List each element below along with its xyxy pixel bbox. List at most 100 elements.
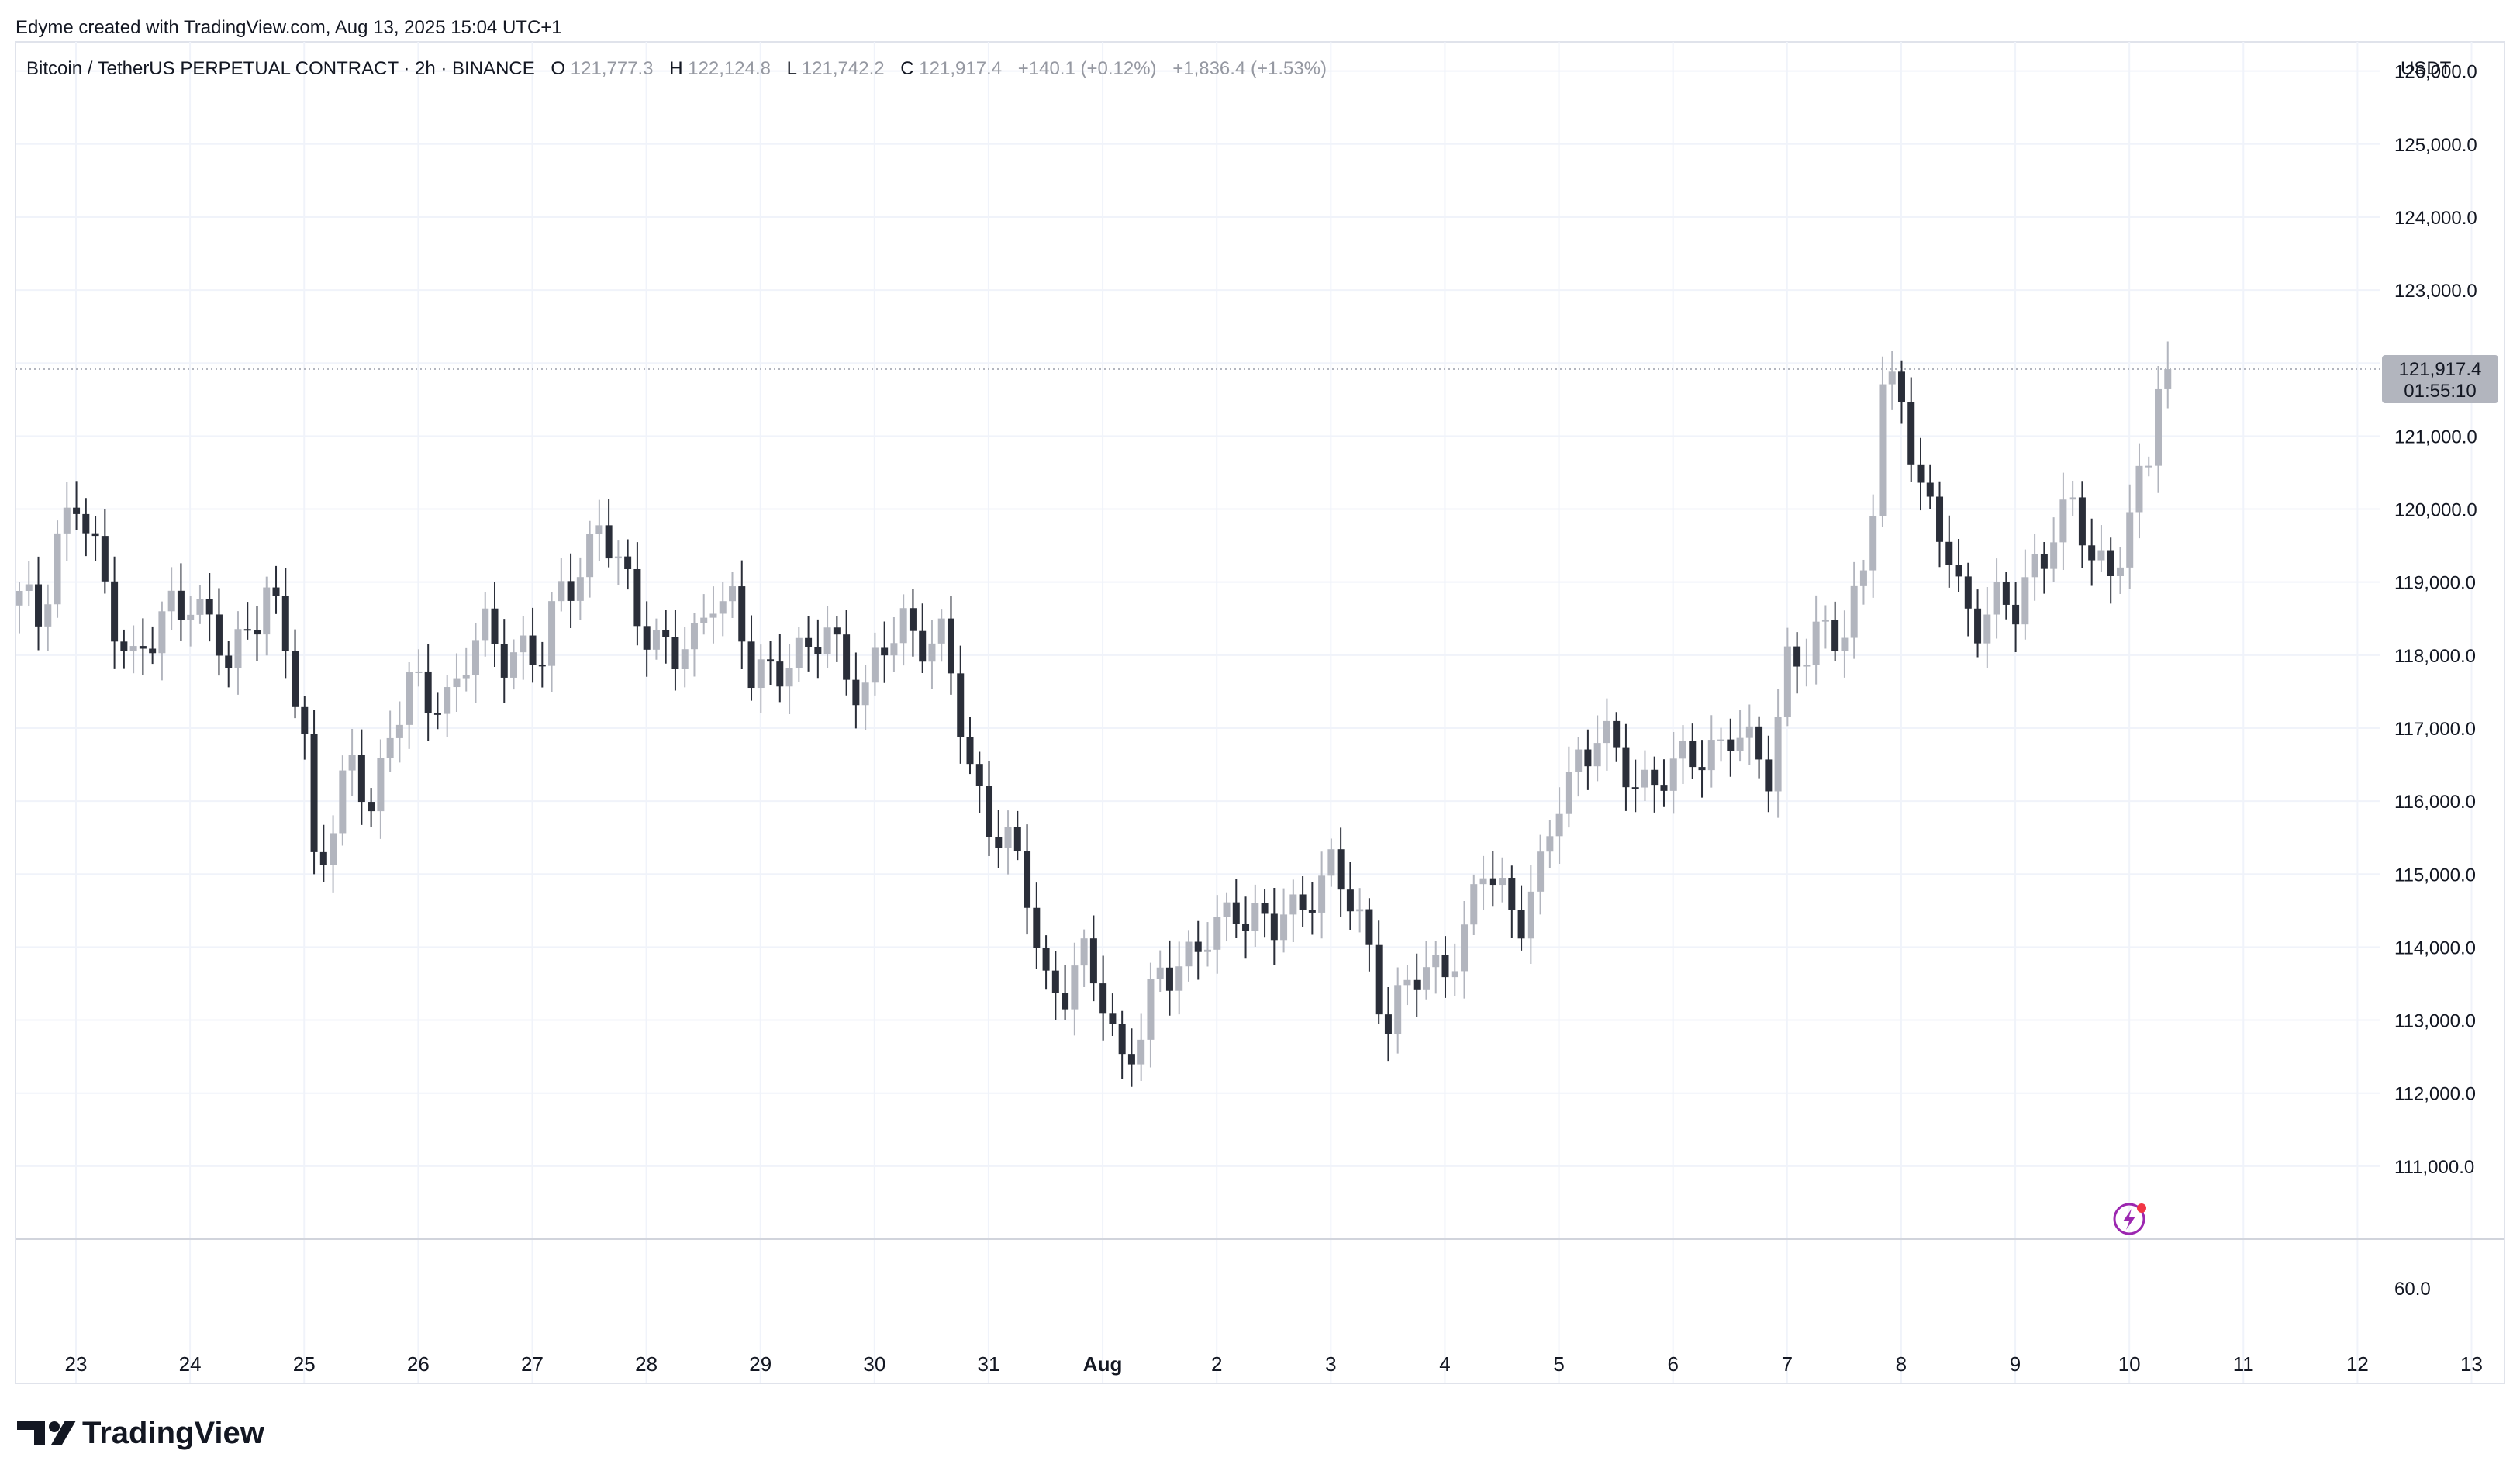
candle	[757, 659, 765, 689]
candle	[1508, 878, 1516, 910]
time-tick-label: 7	[1782, 1352, 1793, 1376]
candle	[1631, 787, 1639, 789]
candle	[1803, 665, 1811, 667]
price-axis[interactable]: 126,000.0125,000.0124,000.0123,000.0122,…	[2394, 62, 2477, 1178]
candle	[310, 734, 318, 852]
price-tick-label: 121,000.0	[2394, 426, 2477, 447]
candle	[2050, 542, 2058, 569]
candle	[767, 659, 775, 662]
candle	[1765, 759, 1773, 792]
candle	[510, 652, 518, 678]
candle	[1213, 917, 1221, 950]
candle	[386, 737, 394, 758]
time-tick-label: 3	[1325, 1352, 1336, 1376]
tradingview-logo[interactable]: TradingView	[17, 1416, 265, 1450]
candle	[2002, 582, 2010, 605]
candle	[91, 533, 99, 537]
candle	[1945, 541, 1953, 565]
candle	[614, 556, 622, 559]
candle	[814, 647, 822, 654]
candle	[63, 507, 71, 534]
time-tick-label: 13	[2460, 1352, 2483, 1376]
candle	[1232, 902, 1240, 924]
candle	[671, 637, 679, 670]
candle	[1527, 891, 1534, 939]
candle	[1489, 878, 1496, 886]
close-value: 121,917.4	[919, 58, 1002, 79]
price-tick-label: 117,000.0	[2394, 719, 2476, 740]
price-tick-label: 114,000.0	[2394, 938, 2476, 958]
candle	[909, 608, 917, 631]
candle	[605, 525, 613, 559]
candle	[35, 584, 43, 627]
candle	[272, 587, 280, 596]
candle	[1593, 743, 1601, 767]
candle	[101, 536, 109, 582]
candles[interactable]	[16, 341, 2172, 1087]
price-tick-label: 111,000.0	[2394, 1157, 2474, 1178]
high-value: 122,124.8	[688, 58, 771, 79]
candle	[1013, 827, 1021, 851]
candle	[700, 617, 708, 623]
candle	[281, 596, 289, 651]
time-tick-label: 28	[635, 1352, 658, 1376]
candle	[1669, 758, 1677, 791]
candle	[1242, 924, 1250, 931]
candle	[234, 629, 242, 668]
candle	[1546, 836, 1554, 852]
price-tick-label: 126,000.0	[2394, 62, 2477, 83]
candle	[1841, 637, 1849, 651]
price-tick-label: 113,000.0	[2394, 1011, 2476, 1032]
candle	[2021, 577, 2029, 625]
symbol-legend[interactable]: Bitcoin / TetherUS PERPETUAL CONTRACT · …	[26, 58, 1327, 79]
candle	[444, 687, 451, 714]
candle	[196, 599, 204, 615]
candle	[1774, 717, 1782, 792]
candle	[567, 581, 575, 601]
change-total-value: +1,836.4 (+1.53%)	[1172, 58, 1327, 79]
candle	[500, 644, 508, 678]
candle	[254, 630, 261, 635]
candle	[482, 608, 489, 641]
candle	[2031, 554, 2038, 578]
time-tick-label: 23	[65, 1352, 88, 1376]
candle	[1137, 1039, 1145, 1065]
candle	[339, 770, 347, 834]
candle	[1537, 851, 1545, 892]
candle	[1432, 955, 1440, 968]
candle	[187, 614, 195, 620]
candle	[225, 655, 233, 668]
candle	[16, 590, 23, 606]
high-label: H	[669, 58, 682, 79]
candle	[1555, 813, 1563, 837]
candle	[453, 678, 461, 688]
lightning-alert-icon[interactable]	[2113, 1203, 2146, 1235]
candle	[1622, 747, 1630, 788]
candle	[1024, 851, 1031, 908]
candle	[1897, 371, 1905, 402]
time-axis[interactable]: 232425262728293031Aug2345678910111213141…	[65, 1352, 2520, 1376]
candle	[1413, 979, 1421, 990]
candle	[1175, 966, 1183, 991]
candle	[471, 640, 479, 675]
header-credit: Edyme created with TradingView.com, Aug …	[16, 17, 562, 38]
candle	[2135, 465, 2143, 513]
candle	[928, 643, 936, 662]
time-tick-label: 10	[2118, 1352, 2141, 1376]
candle	[377, 758, 385, 812]
candle	[823, 627, 831, 654]
candle	[82, 513, 90, 534]
candle	[54, 533, 61, 605]
currency-label[interactable]: USDT	[2401, 58, 2452, 79]
candle	[1422, 967, 1430, 990]
time-tick-label: 12	[2346, 1352, 2369, 1376]
candle	[415, 671, 423, 673]
candle	[1698, 767, 1706, 771]
candle	[1147, 979, 1155, 1040]
candle	[139, 646, 147, 649]
candle	[1356, 909, 1364, 912]
candle	[1575, 749, 1583, 772]
price-tick-label: 120,000.0	[2394, 500, 2477, 521]
candle	[1327, 849, 1335, 876]
time-tick-label: 11	[2233, 1352, 2254, 1376]
